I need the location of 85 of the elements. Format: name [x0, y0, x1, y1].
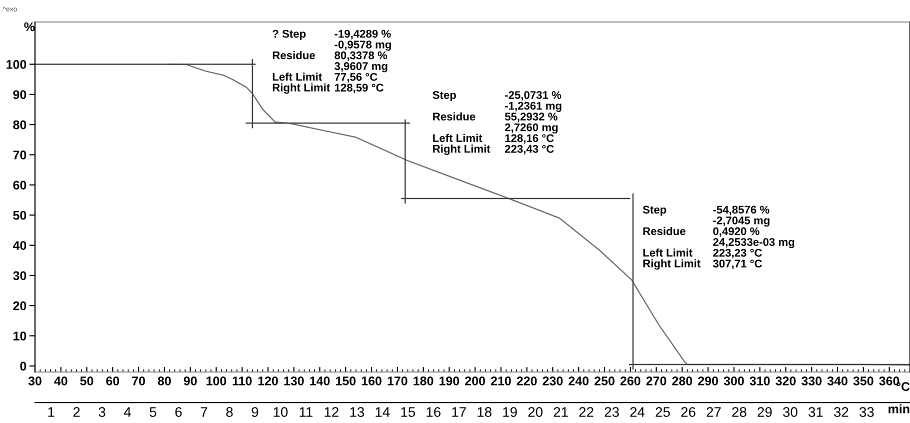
- x-tick-label: 80: [158, 376, 171, 386]
- x2-tick-label: 19: [503, 407, 517, 417]
- x-tick-label: 100: [206, 376, 226, 386]
- x2-tick-label: 15: [401, 407, 416, 417]
- x2-tick-label: 30: [783, 407, 798, 417]
- x-tick-label: 180: [414, 376, 434, 386]
- y-tick-label: 30: [13, 271, 26, 280]
- y-tick-label: 70: [13, 150, 26, 160]
- x2-tick-label: 10: [274, 407, 288, 417]
- x-tick-label: 70: [132, 376, 145, 386]
- x2-tick-label: 5: [150, 407, 156, 417]
- y-tick-label: 0: [20, 362, 26, 371]
- x-tick-label: 220: [516, 376, 537, 386]
- x-tick-label: 230: [542, 376, 563, 386]
- x2-tick-label: 28: [732, 407, 746, 417]
- x2-tick-label: 2: [73, 407, 80, 417]
- x-tick-label: 160: [362, 376, 382, 386]
- x2-tick-label: 21: [554, 407, 568, 417]
- x2-tick-label: 14: [376, 407, 390, 417]
- x-tick-label: 130: [284, 376, 304, 386]
- annotation: -25,0731 % -1,2361 mg 55,2932 % 2,7260 mg 128,16 °C 223,43 °C: [504, 91, 562, 154]
- y-tick-label: 20: [13, 301, 26, 310]
- x2-tick-label: 29: [758, 407, 772, 417]
- x2-tick-label: 3: [98, 407, 106, 417]
- x-tick-label: 50: [80, 376, 94, 386]
- x-tick-label: 330: [801, 376, 822, 386]
- x2-tick-label: 26: [681, 407, 696, 417]
- x-tick-label: 170: [388, 376, 408, 386]
- y-tick-label: 80: [13, 120, 26, 130]
- x-tick-label: 260: [620, 376, 640, 386]
- y-tick-label: 50: [13, 210, 26, 220]
- x-tick-label: 250: [594, 376, 614, 386]
- annotation: -19,4289 % -0,9578 mg 80,3378 % 3,9607 mg 77,56 °C 128,59 °C: [334, 30, 391, 94]
- x2-tick-label: 7: [200, 407, 208, 417]
- x2-tick-label: 32: [834, 407, 848, 417]
- x-tick-label: 320: [776, 376, 796, 386]
- y-tick-label: 90: [13, 90, 26, 100]
- x-tick-label: 340: [827, 376, 848, 386]
- x-tick-label: 300: [724, 376, 744, 386]
- annotation: -54,8576 % -2,7045 mg 0,4920 % 24,2533e-03 mg 223,23 °C 307,71 °C: [712, 206, 794, 270]
- x2-tick-label: 20: [528, 407, 543, 417]
- x2-tick-label: 16: [426, 407, 440, 417]
- x-tick-label: 60: [106, 376, 120, 386]
- x2-tick-label: 24: [630, 407, 645, 417]
- x-tick-label: 90: [184, 376, 197, 386]
- x2-tick-label: 33: [859, 407, 874, 417]
- x2-tick-label: 23: [604, 407, 619, 417]
- text: ? Step Residue Left Limit Right Limit: [272, 30, 330, 94]
- x2-tick-label: 6: [175, 407, 182, 417]
- y-tick-label: 40: [12, 241, 26, 250]
- x-tick-label: 350: [853, 376, 874, 386]
- y-tick-label: 100: [6, 60, 26, 69]
- x-tick-label: 110: [232, 376, 252, 386]
- x-tick-label: 40: [54, 376, 68, 386]
- x-tick-label: 210: [490, 376, 511, 386]
- x2-tick-label: 27: [706, 407, 721, 417]
- x2-tick-label: 8: [226, 407, 233, 417]
- x2-tick-label: 22: [579, 407, 594, 417]
- x2-tick-label: 18: [478, 407, 492, 417]
- x2-tick-label: 9: [252, 407, 258, 417]
- x-tick-label: 120: [258, 376, 278, 386]
- x2-tick-label: 4: [124, 407, 131, 417]
- x-tick-label: 290: [698, 376, 718, 386]
- x2-tick-label: 13: [350, 407, 364, 417]
- x-tick-label: 200: [465, 376, 486, 386]
- y-tick-label: 60: [13, 180, 26, 190]
- text: Step Residue Left Limit Right Limit: [642, 206, 700, 270]
- y-axis-title: %: [24, 22, 35, 32]
- x2-tick-label: 31: [808, 407, 823, 417]
- x-tick-label: 30: [28, 376, 42, 386]
- x-tick-label: 150: [336, 376, 356, 386]
- x2-tick-label: 1: [48, 407, 54, 417]
- x-tick-label: 280: [672, 376, 692, 386]
- x-tick-label: 310: [750, 376, 770, 386]
- y-tick-label: 10: [14, 332, 26, 340]
- x-tick-label: 270: [646, 376, 666, 386]
- x2-tick-label: 11: [300, 407, 312, 417]
- x2-tick-label: 12: [324, 407, 338, 417]
- x-tick-label: 190: [440, 376, 460, 386]
- x2-axis-title: min: [888, 404, 910, 414]
- x2-tick-label: 17: [452, 407, 466, 417]
- x-tick-label: 140: [310, 376, 330, 386]
- text: Step Residue Left Limit Right Limit: [432, 91, 490, 155]
- x-tick-label: 240: [568, 376, 589, 386]
- x2-tick-label: 25: [656, 407, 670, 417]
